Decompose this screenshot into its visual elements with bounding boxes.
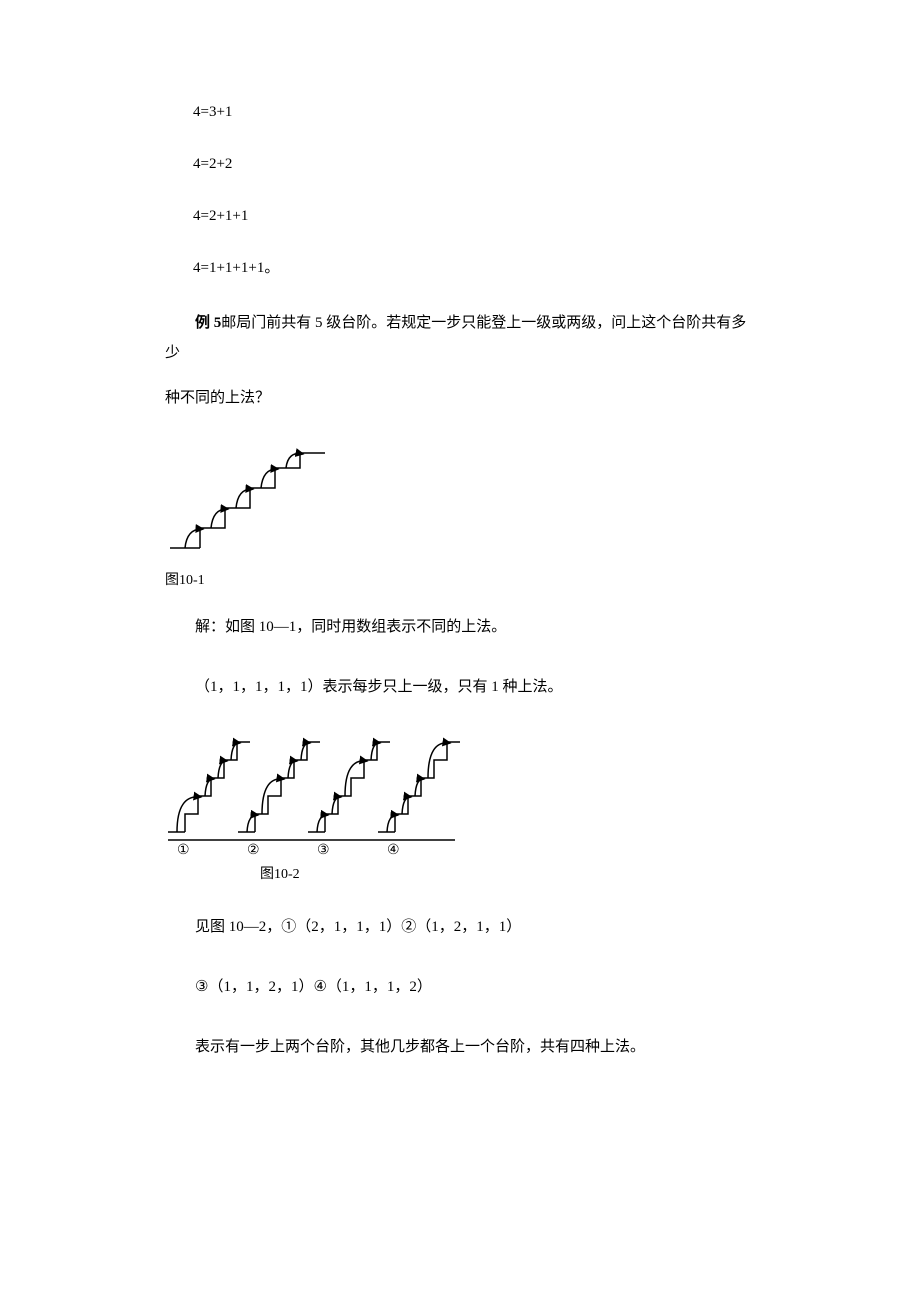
fig2-label-3: ③ bbox=[317, 843, 330, 858]
fig2-label-1: ① bbox=[177, 843, 190, 858]
figure-10-2: ① ② ③ ④ 图10-2 bbox=[165, 732, 755, 886]
figure-10-1: 图10-1 bbox=[165, 443, 755, 592]
example-5-label: 例 5 bbox=[195, 315, 221, 331]
fig2-label-4: ④ bbox=[387, 843, 400, 858]
equation-2: 4=2+2 bbox=[165, 152, 755, 176]
stairs-diagram-2: ① ② ③ ④ bbox=[165, 732, 460, 862]
equation-1: 4=3+1 bbox=[165, 100, 755, 124]
solution-line-5: 表示有一步上两个台阶，其他几步都各上一个台阶，共有四种上法。 bbox=[165, 1032, 755, 1062]
example-5-text-2: 种不同的上法？ bbox=[165, 383, 755, 413]
example-5-paragraph: 例 5邮局门前共有 5 级台阶。若规定一步只能登上一级或两级，问上这个台阶共有多… bbox=[165, 308, 755, 368]
solution-line-2: （1，1，1，1，1）表示每步只上一级，只有 1 种上法。 bbox=[165, 672, 755, 702]
stairs-diagram-1 bbox=[165, 443, 335, 568]
figure-2-caption: 图10-2 bbox=[165, 864, 755, 886]
example-5-text-1: 邮局门前共有 5 级台阶。若规定一步只能登上一级或两级，问上这个台阶共有多少 bbox=[165, 315, 746, 361]
solution-line-3: 见图 10—2，①（2，1，1，1）②（1，2，1，1） bbox=[165, 912, 755, 942]
fig2-label-2: ② bbox=[247, 843, 260, 858]
figure-1-caption: 图10-1 bbox=[165, 570, 755, 592]
equation-4: 4=1+1+1+1。 bbox=[165, 256, 755, 280]
solution-line-4: ③（1，1，2，1）④（1，1，1，2） bbox=[165, 972, 755, 1002]
equation-3: 4=2+1+1 bbox=[165, 204, 755, 228]
solution-line-1: 解：如图 10—1，同时用数组表示不同的上法。 bbox=[165, 612, 755, 642]
